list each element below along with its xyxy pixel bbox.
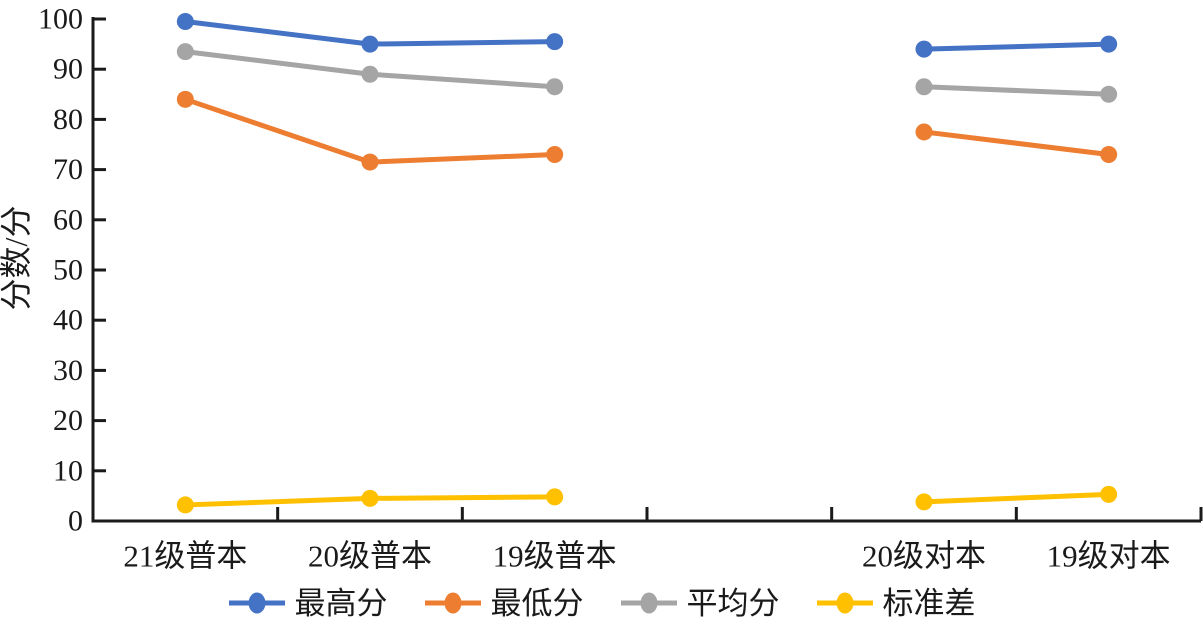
legend-item-average-score: 平均分 — [620, 588, 780, 619]
data-point — [1100, 35, 1118, 53]
y-tick-label: 30 — [53, 354, 83, 387]
legend-marker-line-icon — [620, 592, 677, 614]
series-line-1 — [182, 96, 558, 165]
y-axis-title: 分数/分 — [0, 206, 34, 311]
legend-marker-line-icon — [816, 592, 873, 614]
legend-label-highest-score: 最高分 — [294, 585, 388, 621]
series-line-1 — [921, 129, 1112, 158]
legend-marker-line-icon — [228, 592, 285, 614]
legend-label-average-score: 平均分 — [686, 585, 780, 621]
data-point — [1100, 146, 1118, 164]
legend-label-std-deviation: 标准差 — [882, 585, 976, 621]
legend-item-highest-score: 最高分 — [228, 588, 388, 619]
x-tick-label: 20级普本 — [308, 539, 432, 574]
plot-area: 0 10 20 30 40 50 60 70 80 90 100 21级普本 20级普本 19级普本 20级… — [38, 3, 1203, 574]
data-point — [915, 78, 933, 96]
x-tick-label: 21级普本 — [123, 539, 247, 574]
data-point — [361, 65, 379, 83]
data-point — [176, 43, 194, 61]
data-point — [361, 35, 379, 53]
y-tick-label: 100 — [38, 3, 83, 36]
y-tick-label: 0 — [68, 505, 83, 538]
data-point — [361, 489, 379, 507]
y-tick-label: 70 — [53, 153, 83, 186]
data-point — [546, 488, 564, 506]
data-point — [915, 123, 933, 141]
data-point — [546, 33, 564, 51]
series-line-0 — [921, 41, 1112, 52]
legend-item-lowest-score: 最低分 — [424, 588, 584, 619]
y-tick-label: 20 — [53, 404, 83, 437]
x-tick-label: 19级普本 — [493, 539, 617, 574]
data-point — [546, 78, 564, 96]
data-point — [176, 496, 194, 514]
data-point — [915, 40, 933, 58]
data-point — [1100, 85, 1118, 103]
y-tick-label: 80 — [53, 103, 83, 136]
legend-item-std-deviation: 标准差 — [816, 588, 976, 619]
data-point — [546, 146, 564, 164]
line-chart: 0 10 20 30 40 50 60 70 80 90 100 21级普本 20级普本 19级普本 20级… — [0, 3, 1203, 574]
y-tick-label: 50 — [53, 254, 83, 287]
data-point — [915, 493, 933, 511]
data-point — [176, 13, 194, 31]
legend-marker-line-icon — [424, 592, 481, 614]
y-tick-label: 90 — [53, 53, 83, 86]
data-point — [176, 90, 194, 108]
y-tick-label: 40 — [53, 304, 83, 337]
series-line-3 — [921, 491, 1112, 505]
series-line-2 — [921, 84, 1112, 97]
x-tick-label: 20级对本 — [862, 539, 986, 574]
data-point — [361, 153, 379, 171]
y-tick-label: 10 — [53, 454, 83, 487]
chart-legend: 最高分 最低分 平均分 标准差 — [0, 575, 1203, 631]
x-tick-label: 19级对本 — [1047, 539, 1171, 574]
data-point — [1100, 485, 1118, 503]
y-tick-label: 60 — [53, 203, 83, 236]
legend-label-lowest-score: 最低分 — [490, 585, 584, 621]
